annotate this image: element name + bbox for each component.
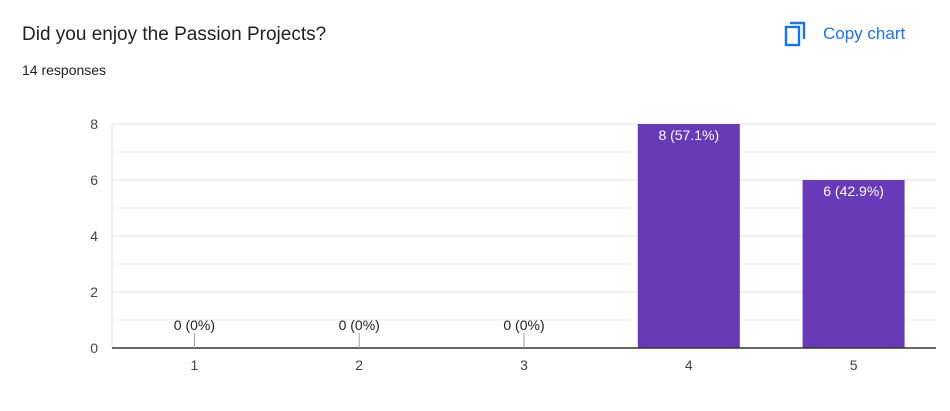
chart-bars xyxy=(637,124,905,348)
copy-icon xyxy=(784,21,806,47)
data-label: 0 (0%) xyxy=(174,317,215,333)
bar[interactable] xyxy=(802,180,905,348)
y-axis-ticks: 0 2 4 6 8 xyxy=(90,116,98,356)
copy-chart-label: Copy chart xyxy=(823,24,906,43)
y-tick-label: 2 xyxy=(90,284,98,300)
x-tick-label: 1 xyxy=(191,357,199,373)
x-tick-label: 2 xyxy=(355,357,363,373)
y-tick-label: 4 xyxy=(90,228,98,244)
data-label: 8 (57.1%) xyxy=(658,127,719,143)
bar[interactable] xyxy=(637,124,740,348)
data-label: 0 (0%) xyxy=(339,317,380,333)
chart-gridlines xyxy=(111,123,936,349)
copy-chart-button[interactable]: Copy chart xyxy=(783,18,905,50)
y-tick-label: 6 xyxy=(90,172,98,188)
x-tick-label: 3 xyxy=(520,357,528,373)
response-count: 14 responses xyxy=(22,62,107,78)
data-labels: 0 (0%) 0 (0%) 0 (0%) 8 (57.1%) 6 (42.9%) xyxy=(174,127,884,348)
y-tick-label: 8 xyxy=(90,116,98,132)
data-label: 0 (0%) xyxy=(503,317,544,333)
x-axis-ticks: 1 2 3 4 5 xyxy=(191,357,858,373)
x-tick-label: 4 xyxy=(685,357,693,373)
x-tick-label: 5 xyxy=(850,357,858,373)
data-label: 6 (42.9%) xyxy=(823,183,884,199)
y-tick-label: 0 xyxy=(90,340,98,356)
question-title: Did you enjoy the Passion Projects? xyxy=(22,24,327,45)
